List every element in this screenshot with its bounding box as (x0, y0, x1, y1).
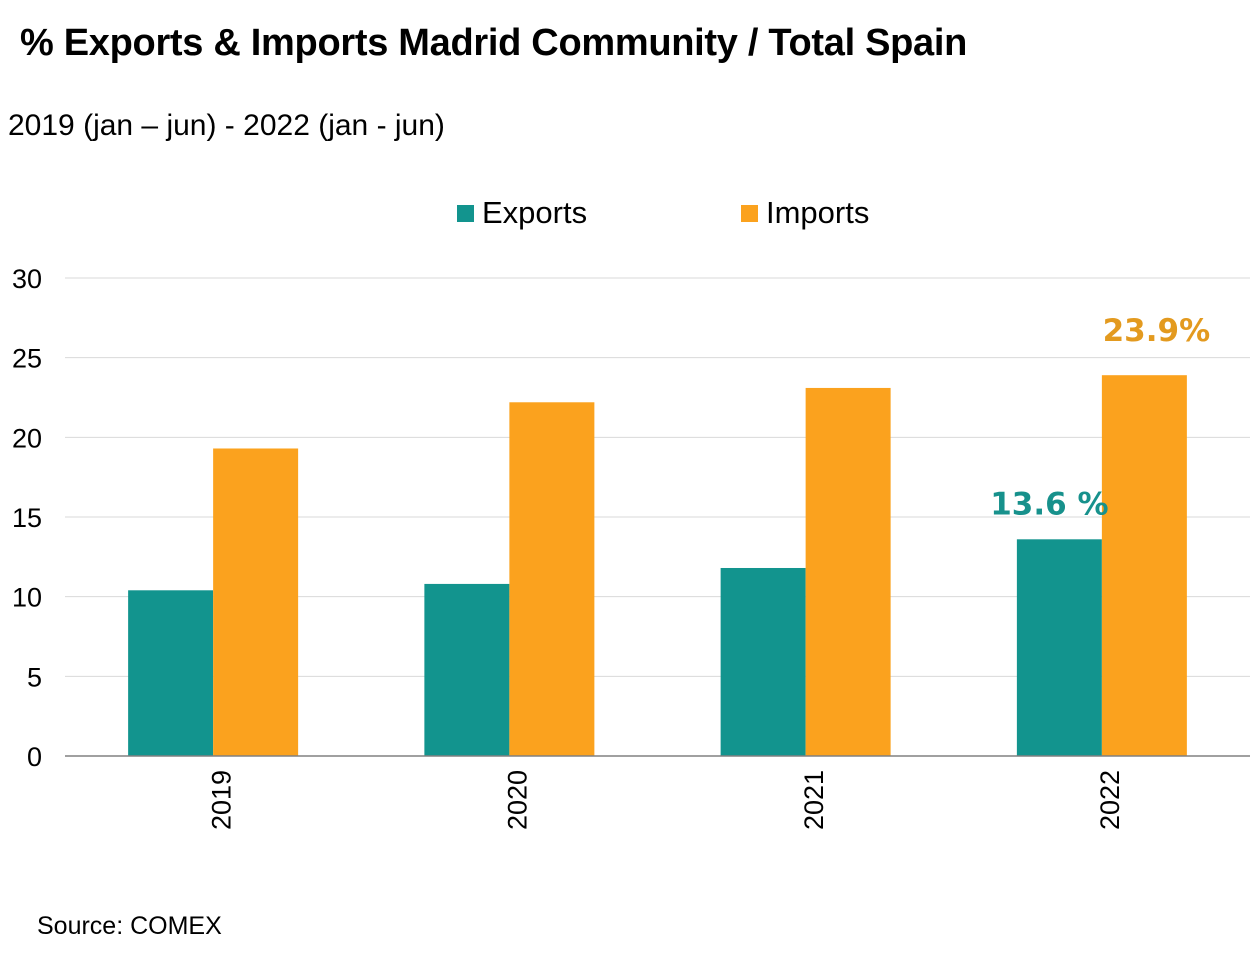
legend-label-exports: Exports (482, 195, 588, 230)
bar-imports-2021 (805, 387, 891, 756)
x-tick-label: 2020 (503, 770, 533, 830)
x-tick-label: 2019 (206, 770, 236, 830)
bar-imports-2022 (1101, 375, 1187, 756)
y-tick-label: 25 (12, 344, 42, 374)
bar-exports-2022 (1016, 539, 1102, 756)
source-note: Source: COMEX (37, 912, 222, 940)
y-tick-label: 0 (27, 742, 42, 772)
chart-title: % Exports & Imports Madrid Community / T… (20, 22, 968, 64)
x-tick-label: 2021 (799, 770, 829, 830)
y-tick-label: 30 (12, 264, 42, 294)
bar-exports-2020 (424, 583, 510, 756)
bar-exports-2021 (720, 567, 806, 756)
data-label-exports-2022: 13.6 % (990, 486, 1108, 522)
bar-imports-2020 (509, 402, 595, 756)
y-tick-label: 20 (12, 423, 42, 453)
legend-swatch-exports (457, 204, 474, 222)
data-label-imports-2022: 23.9% (1103, 313, 1211, 349)
legend-label-imports: Imports (766, 195, 870, 230)
y-tick-label: 10 (12, 583, 42, 613)
legend-swatch-imports (741, 204, 758, 222)
legend-item-exports: Exports (457, 195, 587, 231)
bar-imports-2019 (213, 448, 299, 756)
legend-item-imports: Imports (741, 195, 869, 231)
chart-subtitle: 2019 (jan – jun) - 2022 (jan - jun) (8, 109, 445, 142)
y-tick-label: 15 (12, 503, 42, 533)
x-tick-label: 2022 (1095, 770, 1125, 830)
y-tick-label: 5 (27, 662, 42, 692)
bar-exports-2019 (128, 590, 214, 756)
